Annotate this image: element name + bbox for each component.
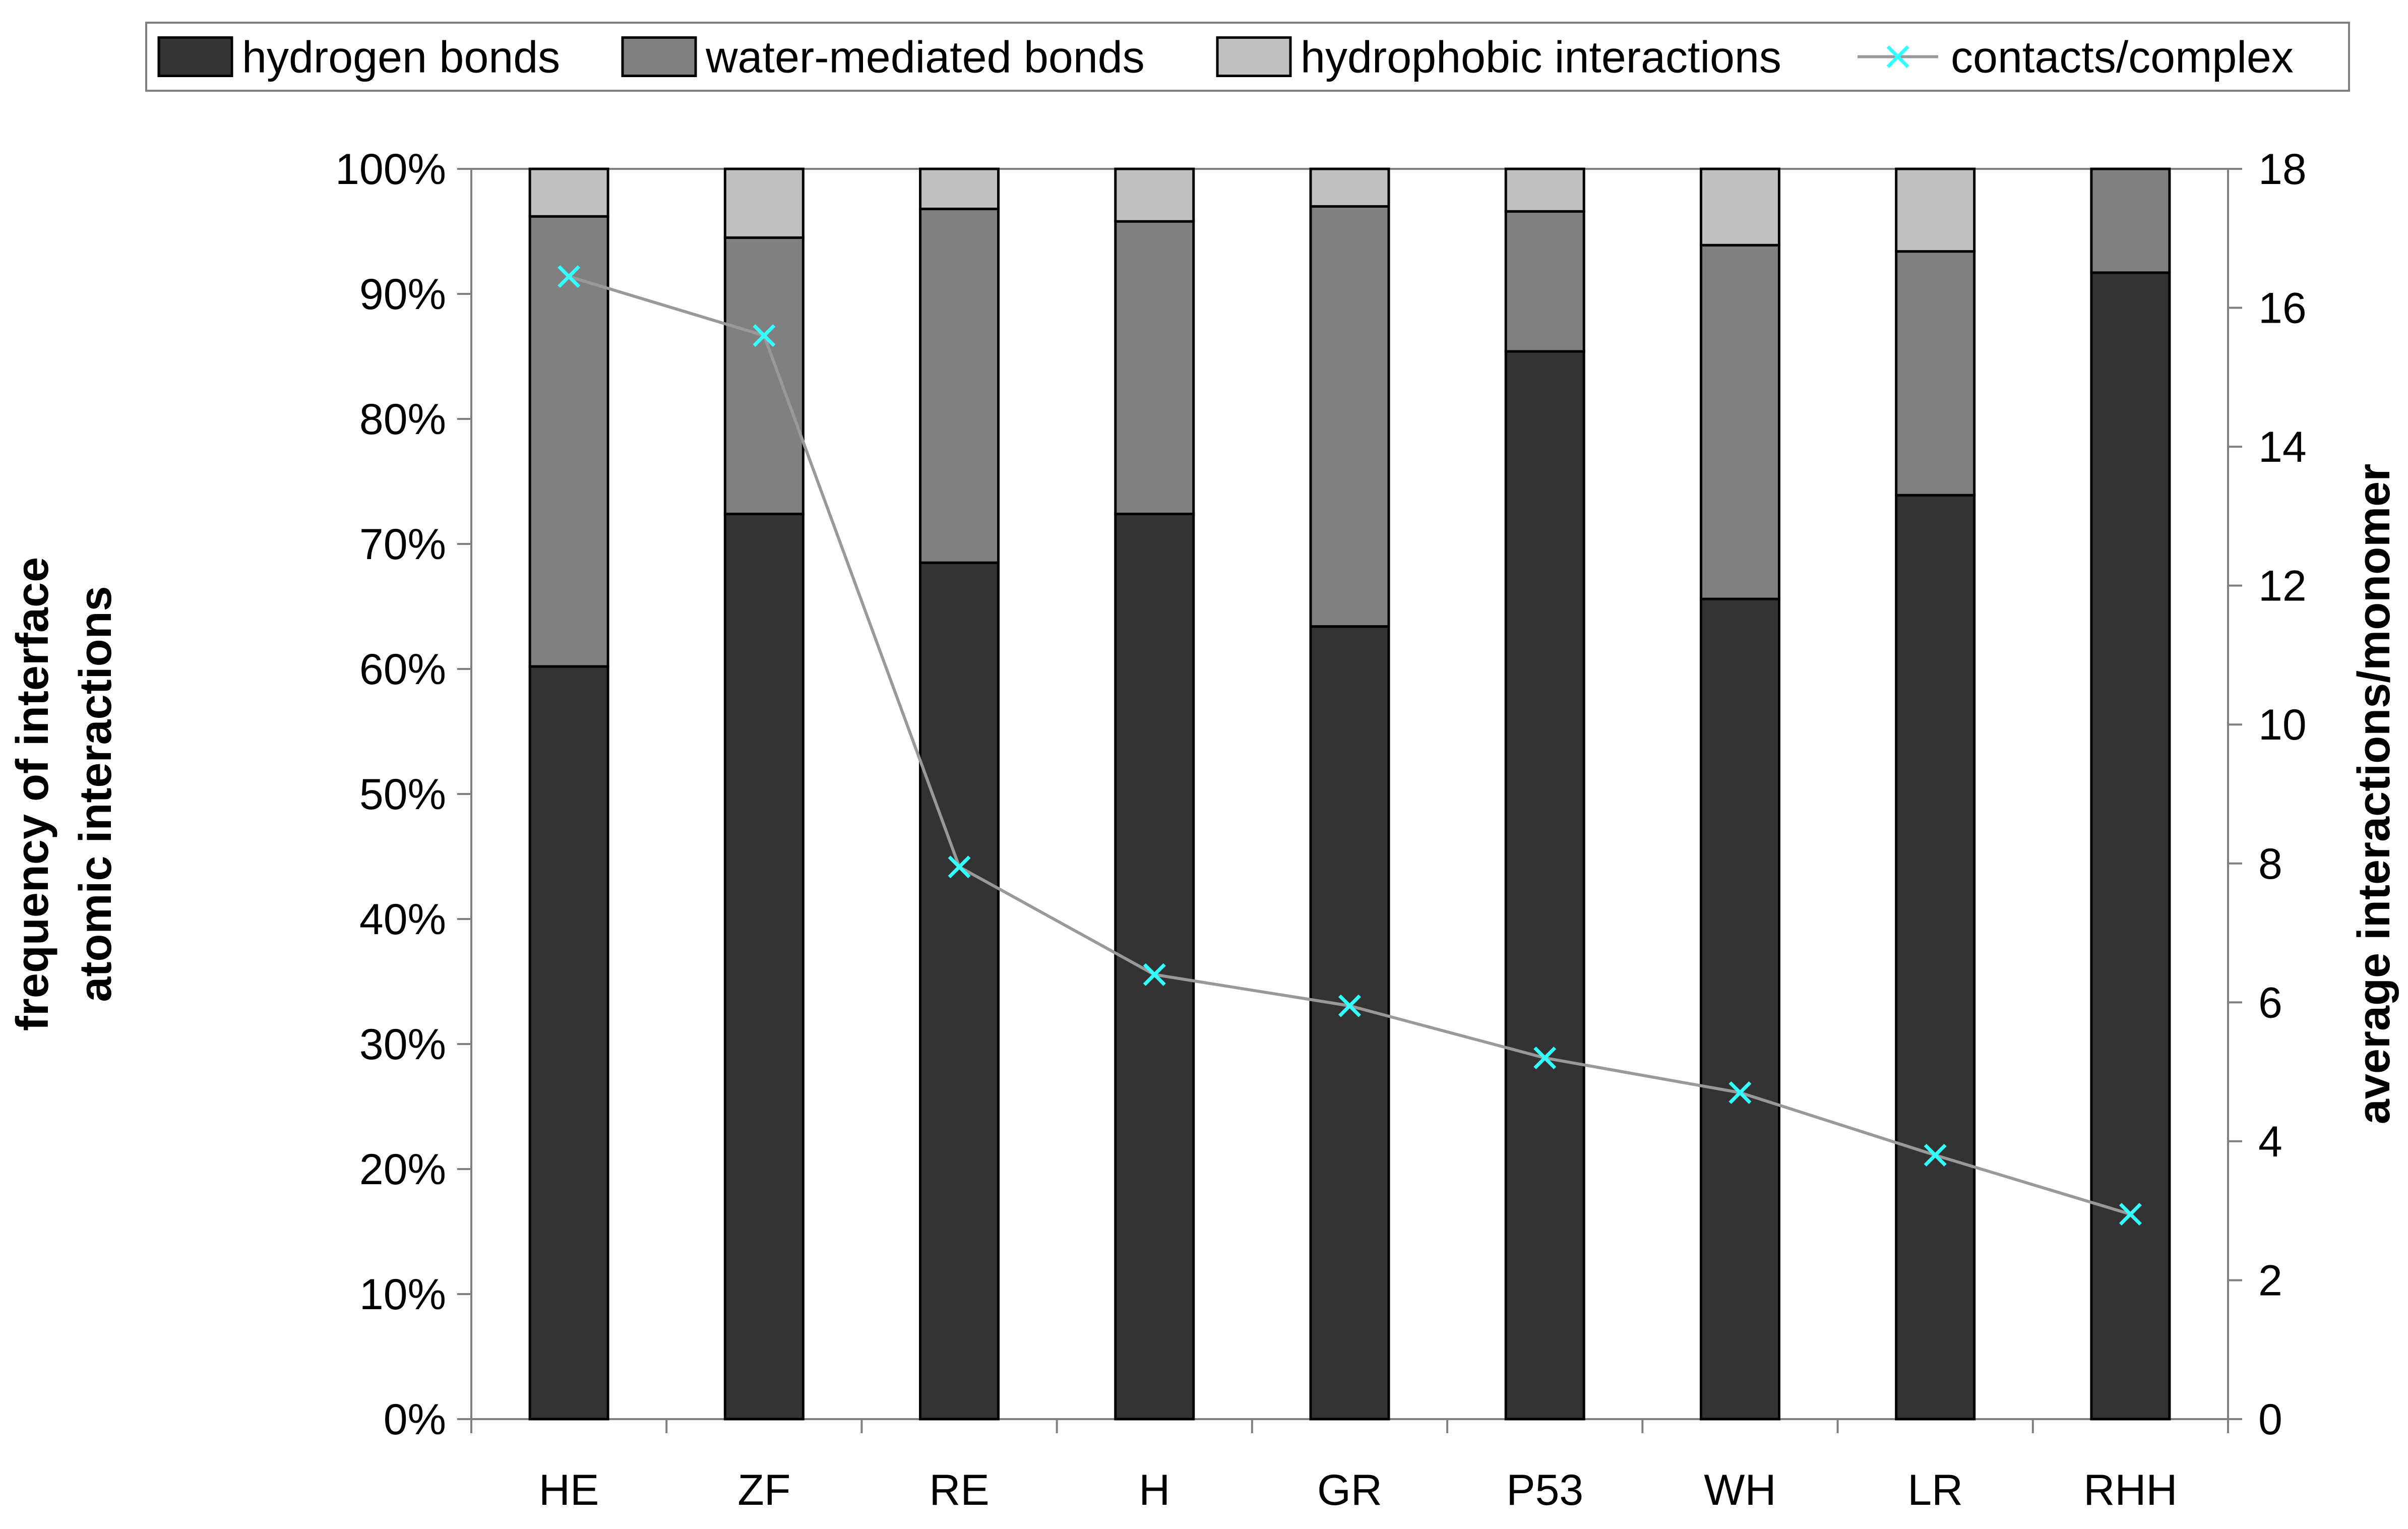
line-point — [1338, 994, 1361, 1017]
bar-segment-water-mediated-bonds — [1895, 250, 1976, 497]
bar-segment-hydrogen-bonds — [1504, 350, 1585, 1421]
legend-swatch — [157, 36, 233, 77]
y-tick-label-right: 6 — [2258, 978, 2282, 1027]
y-tick-label-left: 20% — [359, 1145, 446, 1194]
y-tick-label-left: 80% — [359, 395, 446, 444]
y-tick-label-left: 30% — [359, 1020, 446, 1069]
y-tick-label-right: 18 — [2258, 145, 2307, 194]
x-tick-label: RHH — [2083, 1466, 2177, 1514]
y-tick-label-right: 12 — [2258, 562, 2307, 610]
y-tick-label-left: 60% — [359, 645, 446, 694]
bar-segment-hydrogen-bonds — [723, 512, 805, 1421]
y-axis-title-left: frequency of interface atomic interaction… — [8, 557, 121, 1031]
line-point — [1924, 1143, 1947, 1167]
bar-segment-hydrophobic-interactions — [1114, 167, 1195, 223]
bar-segment-hydrophobic-interactions — [1895, 167, 1976, 253]
line-point — [948, 855, 971, 879]
bar-segment-hydrogen-bonds — [1895, 494, 1976, 1421]
bar-segment-hydrophobic-interactions — [1309, 167, 1390, 208]
y-tick-label-right: 0 — [2258, 1395, 2282, 1444]
y-tick-label-right: 10 — [2258, 701, 2307, 749]
y-tick-label-right: 8 — [2258, 840, 2282, 888]
line-point — [1143, 963, 1166, 986]
bar-segment-hydrophobic-interactions — [919, 167, 1000, 210]
x-tick-label: WH — [1704, 1466, 1776, 1514]
x-tick-label: RE — [929, 1466, 989, 1514]
y-tick-label-right: 4 — [2258, 1118, 2282, 1166]
plot-area: 0% 10% 20% 30% 40% 50% 60% 70% 80% 90% 100% 0 2 4 6 8 10… — [335, 145, 2307, 1514]
legend-entry-label: contacts/complex — [1951, 32, 2294, 82]
bar-segment-hydrophobic-interactions — [1699, 167, 1780, 247]
legend-entry-label: hydrogen bonds — [242, 32, 560, 82]
y-tick-label-left: 100% — [335, 145, 446, 194]
x-tick-label: GR — [1317, 1466, 1382, 1514]
bar-segment-water-mediated-bonds — [723, 236, 805, 515]
bar-segment-water-mediated-bonds — [528, 215, 609, 668]
legend-marker — [1886, 45, 1909, 68]
y-tick-label-right: 14 — [2258, 423, 2307, 471]
x-tick-label: HE — [539, 1466, 599, 1514]
bar-segment-hydrophobic-interactions — [528, 167, 609, 218]
bar-segment-water-mediated-bonds — [1699, 243, 1780, 600]
y-tick-label-left: 90% — [359, 270, 446, 319]
y-axis-title-left-line: frequency of interface — [8, 557, 58, 1031]
legend-swatch — [621, 36, 697, 77]
y-tick-label-left: 10% — [359, 1270, 446, 1319]
bar-segment-hydrophobic-interactions — [723, 167, 805, 239]
bar-segment-hydrogen-bonds — [1309, 625, 1390, 1421]
y-tick-label-left: 50% — [359, 770, 446, 819]
legend-entry-label: hydrophobic interactions — [1301, 32, 1781, 82]
legend-swatch — [1216, 36, 1292, 77]
line-point — [2119, 1203, 2142, 1226]
legend: hydrogen bonds water-mediated bonds hydrop… — [145, 22, 2350, 92]
line-point — [1533, 1047, 1557, 1070]
bar-segment-water-mediated-bonds — [2090, 167, 2171, 274]
y-tick-label-right: 16 — [2258, 284, 2307, 333]
y-tick-label-left: 70% — [359, 520, 446, 569]
y-tick-label-left: 40% — [359, 895, 446, 944]
bar-segment-hydrogen-bonds — [2090, 271, 2171, 1421]
line-point — [558, 265, 581, 288]
line-point — [1728, 1081, 1752, 1104]
bar-segment-water-mediated-bonds — [1114, 220, 1195, 515]
bar-segment-water-mediated-bonds — [1504, 210, 1585, 353]
x-tick-label: P53 — [1506, 1466, 1583, 1514]
y-axis-title-right: average interactions/monomer — [2349, 464, 2399, 1124]
bar-segment-hydrogen-bonds — [1699, 597, 1780, 1421]
bar-segment-hydrogen-bonds — [919, 561, 1000, 1421]
line-point — [753, 324, 776, 347]
y-tick-label-left: 0% — [384, 1395, 446, 1444]
bar-segment-hydrogen-bonds — [528, 665, 609, 1421]
x-tick-label: H — [1139, 1466, 1170, 1514]
bar-segment-water-mediated-bonds — [1309, 205, 1390, 628]
y-axis-title-left-line: atomic interactions — [71, 586, 121, 1002]
bar-segment-water-mediated-bonds — [919, 207, 1000, 564]
bar-segment-hydrophobic-interactions — [1504, 167, 1585, 213]
x-tick-label: ZF — [737, 1466, 790, 1514]
x-tick-label: LR — [1907, 1466, 1963, 1514]
legend-entry-label: water-mediated bonds — [705, 32, 1145, 82]
bar-segment-hydrogen-bonds — [1114, 512, 1195, 1421]
y-tick-label-right: 2 — [2258, 1256, 2282, 1305]
